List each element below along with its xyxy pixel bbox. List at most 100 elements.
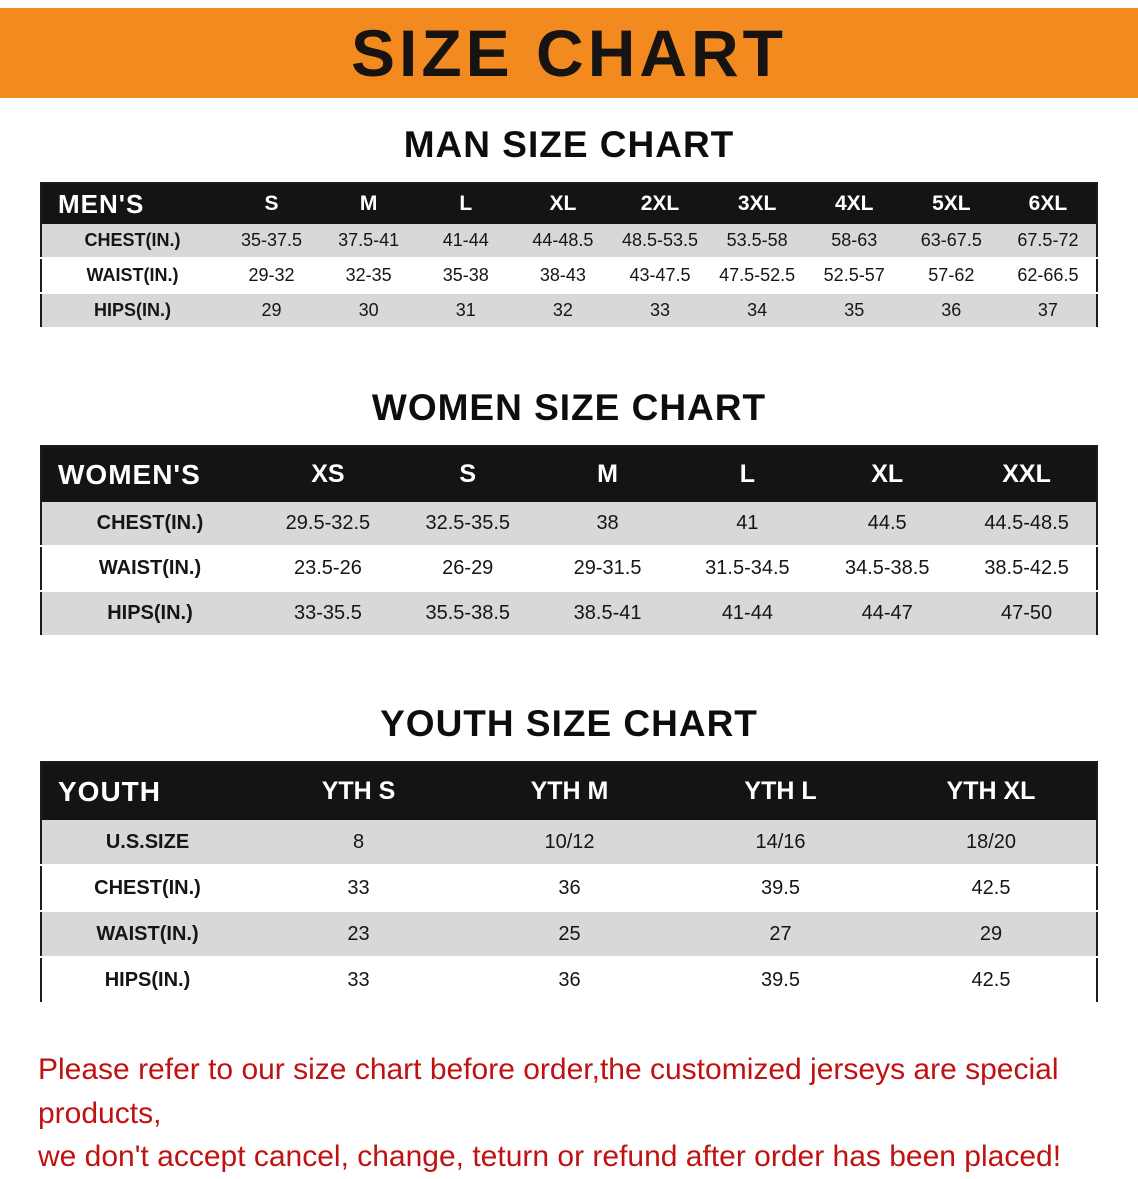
table-corner-label: WOMEN'S: [41, 446, 258, 502]
size-column-header: 4XL: [805, 183, 903, 224]
measurement-value: 63-67.5: [920, 230, 982, 250]
measurement-value: 27: [769, 922, 792, 945]
size-column-header: L: [417, 183, 515, 224]
measurement-value: 35-38: [442, 265, 489, 285]
measurement-row-label: U.S.SIZE: [105, 830, 190, 853]
table-row: HIPS(IN.) 33 36 39.5 42.5: [41, 957, 1097, 1003]
table-header-row: YOUTH YTH S YTH M YTH L YTH XL: [41, 762, 1097, 820]
size-column-header: YTH S: [253, 762, 464, 820]
youth-size-chart-title: YOUTH SIZE CHART: [380, 703, 758, 744]
measurement-value: 67.5-72: [1017, 230, 1079, 250]
measurement-row-label: CHEST(IN.): [84, 230, 181, 250]
measurement-value: 33: [347, 876, 370, 899]
measurement-value: 33: [347, 968, 370, 991]
measurement-value: 33-35.5: [293, 602, 362, 624]
measurement-value: 14/16: [755, 830, 806, 853]
measurement-value: 35: [844, 300, 865, 320]
measurement-value: 25: [558, 922, 581, 945]
size-column-header: M: [320, 183, 418, 224]
measurement-value: 44-47: [861, 602, 913, 624]
size-column-header: YTH M: [464, 762, 675, 820]
banner-title: SIZE CHART: [351, 16, 787, 90]
table-row: HIPS(IN.) 33-35.5 35.5-38.5 38.5-41 41-44 44-…: [41, 591, 1097, 636]
measurement-value: 32: [552, 300, 573, 320]
measurement-row-label: HIPS(IN.): [104, 968, 191, 991]
youth-size-table: YOUTH YTH S YTH M YTH L YTH XL U.S.SIZE 8 10/12…: [40, 761, 1098, 1004]
table-header-row: WOMEN'S XS S M L XL XXL: [41, 446, 1097, 502]
measurement-value: 57-62: [928, 265, 975, 285]
measurement-row-label: HIPS(IN.): [107, 602, 193, 624]
size-column-header: 5XL: [902, 183, 1000, 224]
measurement-value: 39.5: [761, 876, 800, 899]
measurement-value: 41: [736, 512, 759, 534]
table-row: HIPS(IN.) 29 30 31 32 33 34 35 36 37: [41, 293, 1097, 328]
size-chart-page: { "banner": { "title": "SIZE CHART", "bg…: [0, 8, 1138, 1173]
measurement-row-label: WAIST(IN.): [96, 922, 199, 945]
measurement-value: 38: [596, 512, 619, 534]
size-column-header: S: [397, 446, 538, 502]
measurement-value: 42.5: [971, 876, 1011, 899]
table-row: WAIST(IN.) 23 25 27 29: [41, 911, 1097, 957]
measurement-value: 44-48.5: [532, 230, 594, 250]
women-size-chart-section: WOMEN SIZE CHART WOMEN'S XS S M L XL XXL CHEST(…: [0, 387, 1138, 637]
measurement-value: 38-43: [539, 265, 586, 285]
size-column-header: YTH L: [675, 762, 886, 820]
size-column-header: 6XL: [999, 183, 1097, 224]
measurement-value: 29: [979, 922, 1003, 945]
measurement-value: 47.5-52.5: [719, 265, 796, 285]
measurement-row-label: WAIST(IN.): [98, 557, 202, 579]
measurement-value: 43-47.5: [629, 265, 691, 285]
youth-size-chart-section: YOUTH SIZE CHART YOUTH YTH S YTH M YTH L YTH…: [0, 703, 1138, 1004]
measurement-value: 37: [1037, 300, 1058, 320]
measurement-value: 29: [261, 300, 282, 320]
measurement-value: 31: [455, 300, 476, 320]
measurement-value: 32-35: [345, 265, 392, 285]
table-row: WAIST(IN.) 23.5-26 26-29 29-31.5 31.5-34.5 34…: [41, 546, 1097, 591]
measurement-value: 29-31.5: [573, 557, 642, 579]
size-column-header: 2XL: [611, 183, 709, 224]
man-size-chart-title: MAN SIZE CHART: [403, 124, 735, 165]
measurement-value: 18/20: [965, 830, 1017, 853]
table-row: CHEST(IN.) 29.5-32.5 32.5-35.5 38 41 44.5 44.5…: [41, 502, 1097, 546]
measurement-row-label: HIPS(IN.): [93, 300, 171, 320]
measurement-row-label: CHEST(IN.): [94, 876, 201, 899]
measurement-value: 38.5-41: [573, 602, 642, 624]
measurement-value: 33: [649, 300, 670, 320]
measurement-value: 34.5-38.5: [844, 557, 930, 579]
measurement-row-label: CHEST(IN.): [96, 512, 204, 534]
size-column-header: S: [223, 183, 321, 224]
table-row: CHEST(IN.) 33 36 39.5 42.5: [41, 865, 1097, 911]
measurement-value: 35-37.5: [241, 230, 303, 250]
measurement-value: 41-44: [442, 230, 489, 250]
measurement-value: 10/12: [544, 830, 595, 853]
size-column-header: XXL: [957, 446, 1097, 502]
man-size-table: MEN'S S M L XL 2XL 3XL 4XL 5XL 6XL CHEST(IN.) 35-37…: [40, 182, 1098, 329]
size-column-header: XL: [817, 446, 958, 502]
measurement-value: 48.5-53.5: [621, 230, 699, 250]
measurement-value: 62-66.5: [1017, 265, 1079, 285]
measurement-value: 30: [358, 300, 379, 320]
measurement-row-label: WAIST(IN.): [86, 265, 179, 285]
size-column-header: YTH XL: [886, 762, 1097, 820]
measurement-value: 42.5: [971, 968, 1011, 991]
measurement-value: 35.5-38.5: [425, 602, 510, 624]
measurement-value: 32.5-35.5: [425, 512, 510, 534]
disclaimer-text: Please refer to our size chart before or…: [38, 1048, 1100, 1179]
measurement-value: 23: [347, 922, 370, 945]
measurement-value: 26-29: [442, 557, 494, 579]
measurement-value: 34: [747, 300, 768, 320]
disclaimer-line-1: Please refer to our size chart before or…: [38, 1053, 1059, 1130]
size-column-header: 3XL: [708, 183, 806, 224]
measurement-value: 29-32: [248, 265, 295, 285]
measurement-value: 29.5-32.5: [285, 512, 371, 534]
measurement-value: 38.5-42.5: [984, 557, 1069, 579]
women-size-chart-title: WOMEN SIZE CHART: [371, 387, 767, 428]
women-size-table: WOMEN'S XS S M L XL XXL CHEST(IN.) 29.5-32.5 32.5…: [40, 445, 1098, 637]
man-size-chart-section: MAN SIZE CHART MEN'S S M L XL 2XL 3XL 4XL 5XL 6XL…: [0, 124, 1138, 329]
measurement-value: 23.5-26: [293, 557, 362, 579]
disclaimer-line-2: we don't accept cancel, change, teturn o…: [38, 1140, 1062, 1173]
size-column-header: XL: [514, 183, 612, 224]
measurement-value: 52.5-57: [823, 265, 885, 285]
measurement-value: 37.5-41: [338, 230, 400, 250]
table-corner-label: YOUTH: [41, 762, 253, 820]
